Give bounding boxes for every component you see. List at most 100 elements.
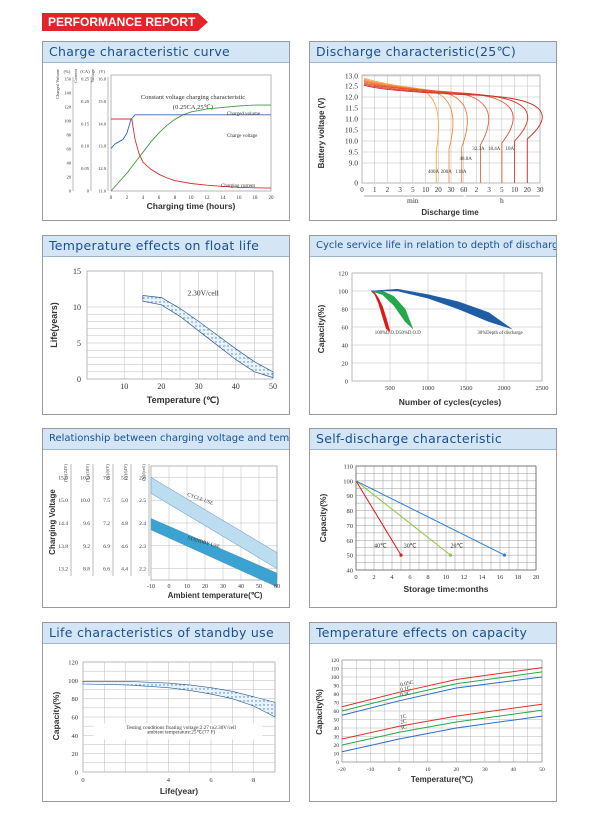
charge-chart-title: Charge characteristic curve [43, 42, 289, 63]
y-tick-label: 30 [334, 735, 340, 741]
cycle-band [370, 290, 391, 333]
discharge-chart-title: Discharge characteristic(25℃) [310, 42, 556, 63]
x-tick-label: 10 [425, 767, 431, 773]
axis-unit-2: (V) [99, 69, 106, 74]
x-tick-label: 2 [386, 186, 390, 194]
scale-tick: 5.0 [121, 498, 128, 504]
scale-unit: (V)/(18V) [85, 464, 90, 483]
y-tick-label: 90 [334, 684, 340, 690]
y-tick-label: 12.0 [345, 93, 358, 102]
x-tick-label: 20 [533, 574, 540, 581]
cycle-life-chart: 0 20 40 60 80 100 120 500 1000 1500 2000 2500 100%D.… [316, 271, 549, 408]
annotation-text-2: ambient temperature:25℃(77 F) [147, 729, 215, 736]
voltage-band [150, 518, 278, 588]
y-tick-label: 15 [73, 267, 81, 276]
x-unit-min: min [407, 196, 419, 205]
plot-frame [341, 659, 543, 763]
scale-tick: 5.2 [121, 475, 128, 481]
curve-label: 200A [441, 170, 453, 175]
y-tick-label: 11.0 [345, 115, 358, 124]
discharge-curve [363, 82, 514, 183]
x-axis-label: Storage time:months [403, 584, 488, 594]
x-tick-label: 10 [189, 196, 195, 201]
scale-tick: 7.2 [103, 521, 110, 527]
series-label: Charging current [221, 184, 256, 189]
curve-label: 32.3A [472, 147, 485, 152]
y-tick-label: 100 [338, 289, 348, 296]
scale-tick: 4.6 [121, 544, 128, 550]
series-label: 30℃ [404, 544, 417, 550]
y-tick-label: 80 [334, 692, 340, 698]
x-tick-label: 50 [539, 767, 545, 773]
y-tick-label: 80 [72, 696, 79, 703]
x-tick-label: 20 [454, 767, 460, 773]
y-tick-label: 0 [77, 375, 81, 384]
y-tick-label: 40 [347, 568, 354, 575]
scale-tick: 4.4 [121, 567, 128, 573]
axis-tick-0: 140 [64, 91, 72, 96]
series-label: 3C [400, 724, 408, 731]
x-tick-label: 5 [411, 186, 415, 194]
x-tick-label: 0 [354, 574, 357, 581]
y-tick-label: 110 [331, 667, 339, 673]
x-tick-label: 12 [461, 574, 468, 581]
curve-label: 18.4A [488, 147, 501, 152]
axis-tick-2: 12.0 [98, 166, 107, 171]
standby-chart-title: Life characteristics of standby use [43, 623, 289, 644]
x-tick-label: 6 [158, 196, 161, 201]
voltage-band [150, 476, 278, 570]
discharge-curve [363, 78, 454, 183]
y-tick-label: 50 [347, 553, 354, 560]
y-axis-label: Charging Voltage [48, 489, 57, 555]
plot-frame [355, 465, 537, 571]
self-discharge-point [448, 553, 453, 557]
x-tick-label: 60 [460, 186, 468, 194]
discharge-characteristic-panel: Discharge characteristic(25℃) 0 9.0 9.5 10.… [309, 41, 557, 221]
scale-tick: 15.0 [58, 498, 68, 504]
x-tick-label: 6 [209, 777, 213, 784]
axis-tick-2: 13.0 [98, 144, 107, 149]
x-tick-label: 12 [205, 196, 211, 201]
x-tick-label: 14 [479, 574, 486, 581]
y-tick-label: 100 [343, 478, 353, 485]
axis-name-2: Voltage [90, 69, 95, 83]
y-axis-label: Battery voltage (V) [317, 97, 326, 168]
axis-tick-0: 60 [67, 147, 72, 152]
x-tick-label: 500 [385, 385, 395, 392]
y-tick-label: 0 [336, 760, 339, 766]
series-label: 0.2C [400, 690, 412, 698]
series-label: 0.05C [400, 680, 415, 689]
y-tick-label: 10.0 [345, 137, 358, 146]
x-tick-label: 60 [274, 584, 280, 590]
y-tick-label: 12.5 [345, 82, 358, 91]
series-label: 40℃ [374, 544, 387, 550]
temp-capacity-line [341, 667, 543, 708]
curve-label: 400A [428, 170, 440, 175]
axis-unit-0: (%) [64, 69, 71, 74]
x-tick-label: 4 [167, 777, 171, 784]
scale-tick: 10.4 [80, 475, 90, 481]
banner-arrow [198, 13, 208, 31]
scale-unit: (V)/(4V) [123, 464, 128, 480]
discharge-curve [363, 79, 468, 183]
float-life-panel: Temperature effects on float life 0 5 10 15… [42, 235, 290, 415]
y-tick-label: 40 [334, 726, 340, 732]
y-tick-label: 11.5 [345, 104, 358, 113]
x-tick-label: 10 [184, 584, 190, 590]
x-tick-label: 1500 [460, 385, 473, 392]
x-tick-label: 2000 [498, 385, 511, 392]
y-axis-label: Capacity(%) [315, 689, 324, 735]
scale-unit: (V)/(6V) [105, 464, 110, 480]
axis-tick-2: 14.0 [98, 121, 107, 126]
temp-capacity-chart-title: Temperature effects on capacity [310, 623, 556, 644]
scale-tick: 2.6 [139, 475, 146, 481]
y-tick-label: 70 [334, 701, 340, 707]
x-tick-label: 10 [511, 186, 519, 194]
x-tick-label: 10 [443, 574, 450, 581]
axis-tick-0: 100 [64, 119, 72, 124]
series-label: 1C [400, 713, 408, 720]
y-tick-label: 0 [354, 179, 358, 188]
x-tick-label: 18 [253, 196, 259, 201]
charging-current-line [111, 118, 272, 189]
axis-tick-2: 11.0 [98, 189, 106, 194]
